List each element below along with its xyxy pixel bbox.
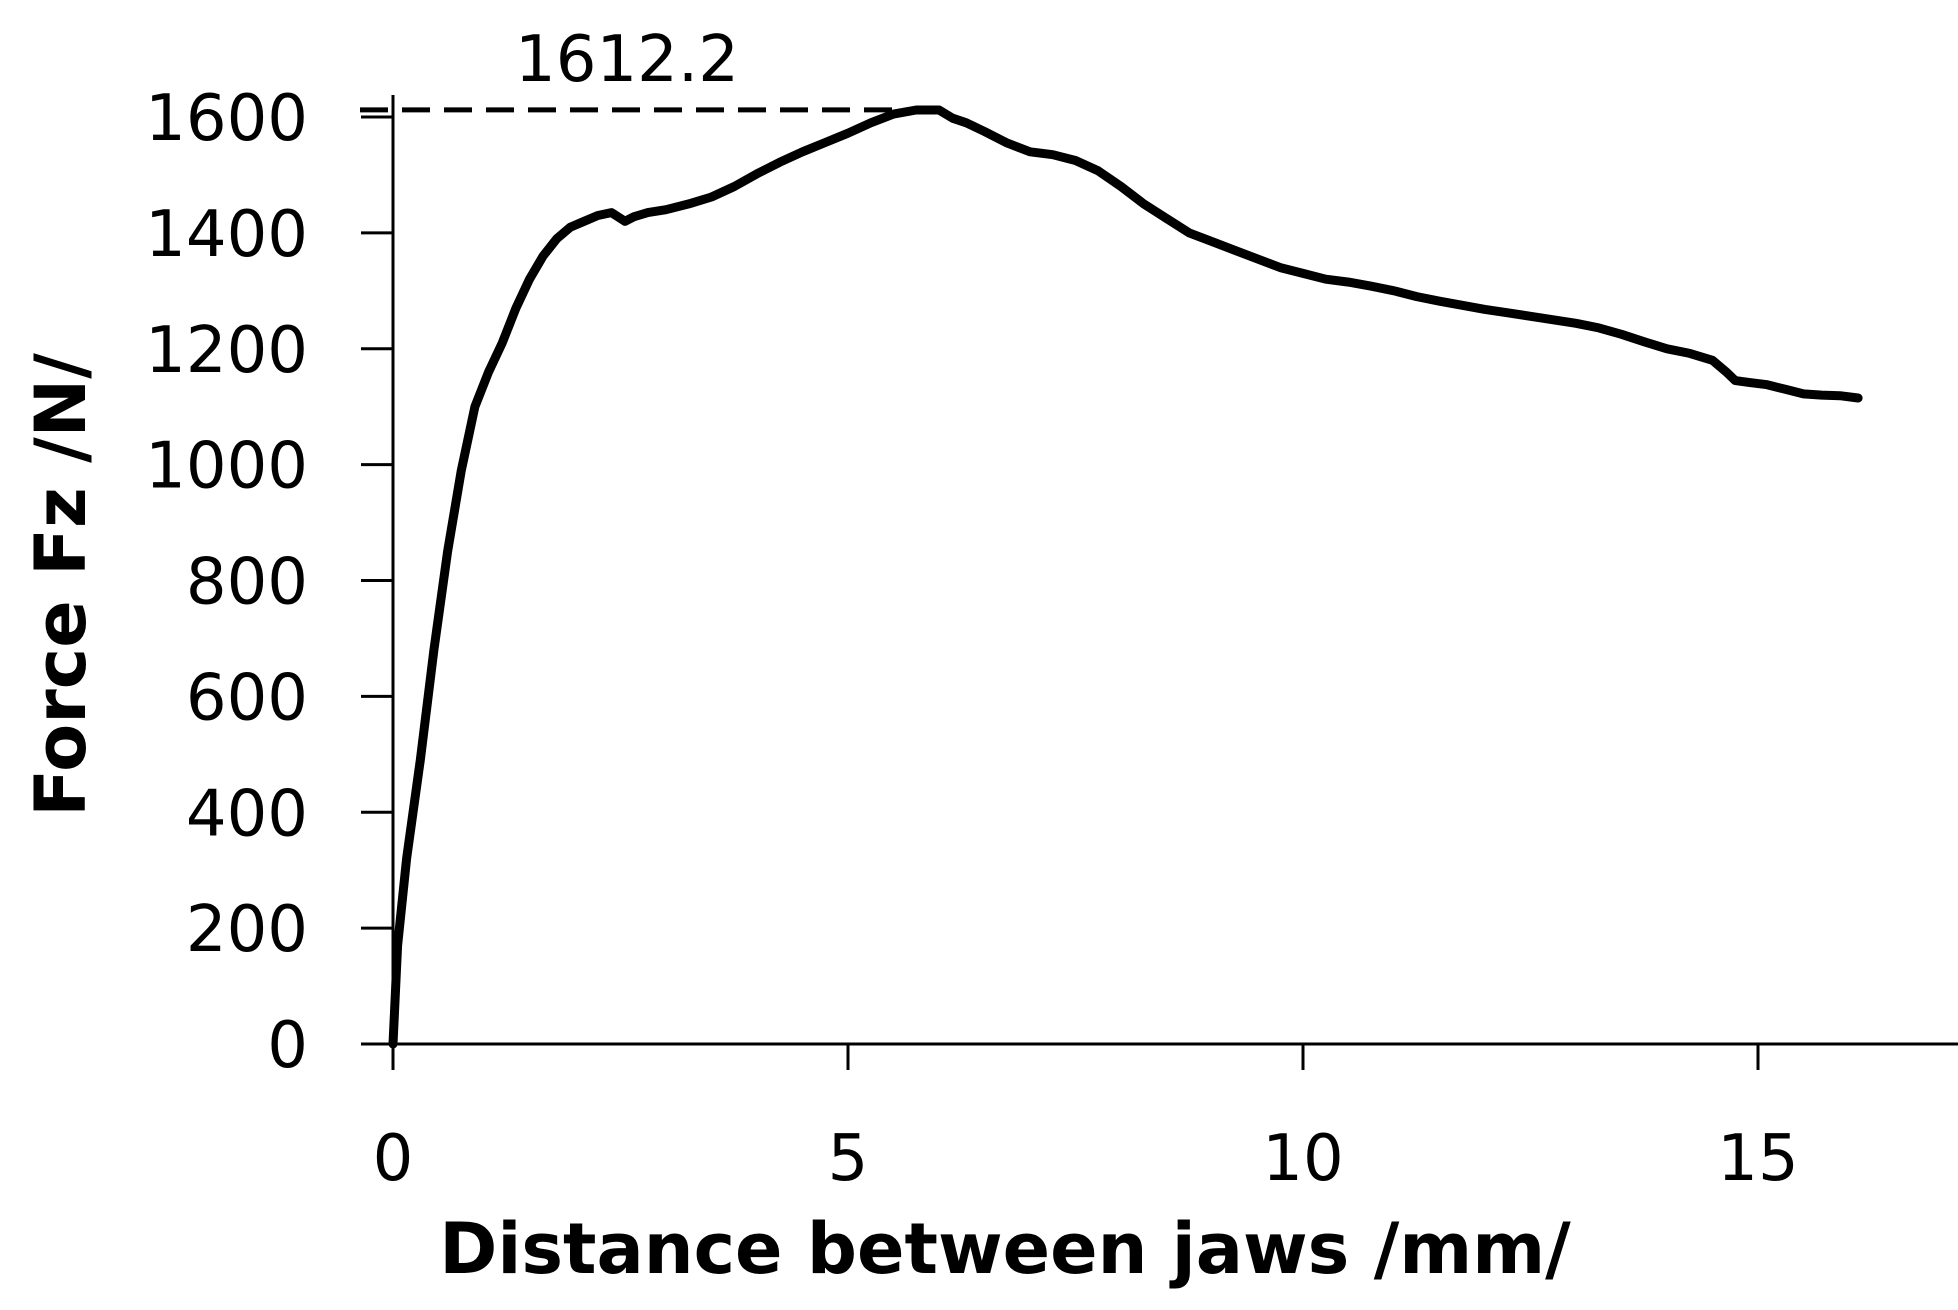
x-axis-ticks: 0 5 10 15 bbox=[373, 1044, 1799, 1196]
y-tick-label: 1000 bbox=[145, 430, 308, 504]
y-tick-label: 1600 bbox=[145, 82, 308, 156]
x-tick-label: 15 bbox=[1717, 1122, 1798, 1196]
y-axis-ticks: 0 200 400 600 800 1000 1200 1400 1600 bbox=[145, 82, 393, 1083]
y-tick-label: 1200 bbox=[145, 314, 308, 388]
y-axis-title: Force Fz /N/ bbox=[20, 353, 102, 817]
x-tick-label: 5 bbox=[828, 1122, 869, 1196]
y-tick-label: 0 bbox=[267, 1009, 308, 1083]
axes bbox=[361, 95, 1958, 1058]
x-tick-label: 10 bbox=[1262, 1122, 1343, 1196]
x-tick-label: 0 bbox=[373, 1122, 414, 1196]
peak-value-label: 1612.2 bbox=[515, 23, 739, 97]
y-tick-label: 200 bbox=[186, 893, 308, 967]
y-tick-label: 400 bbox=[186, 777, 308, 851]
y-tick-label: 600 bbox=[186, 661, 308, 735]
y-tick-label: 1400 bbox=[145, 198, 308, 272]
series-line bbox=[388, 105, 1863, 1049]
y-tick-label: 800 bbox=[186, 546, 308, 620]
x-axis-title: Distance between jaws /mm/ bbox=[439, 1208, 1571, 1290]
